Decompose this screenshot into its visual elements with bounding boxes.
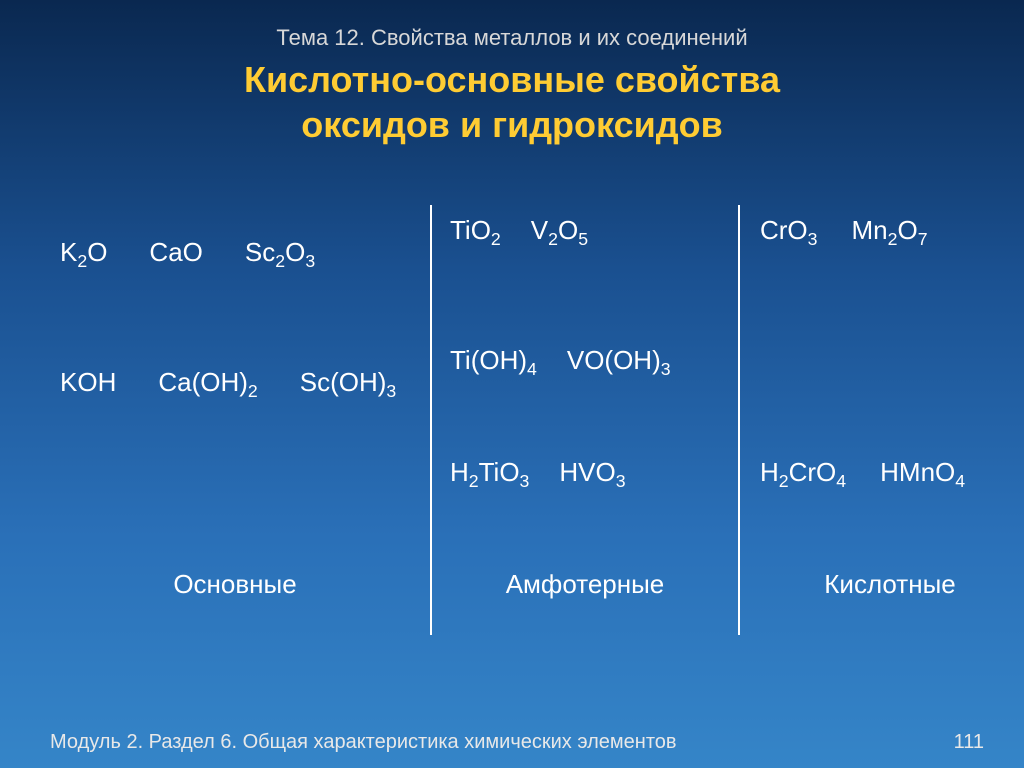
formula: HMnO4 xyxy=(880,457,965,488)
acids-row: H2CrO4 HMnO4 xyxy=(760,457,1020,488)
title-line-1: Кислотно-основные свойства xyxy=(244,59,780,100)
column-acidic: CrO3 Mn2O7 H2CrO4 HMnO4 Кислотные xyxy=(760,197,1020,667)
formula: KOH xyxy=(60,367,116,398)
slide: Тема 12. Свойства металлов и их соединен… xyxy=(0,0,1024,768)
formula: H2CrO4 xyxy=(760,457,846,488)
column-amphoteric: TiO2 V2O5 Ti(OH)4 VO(OH)3 H2TiO3 HVO3 Ам… xyxy=(450,197,720,667)
formula: VO(OH)3 xyxy=(567,345,671,376)
hydroxides-row: KOH Ca(OH)2 Sc(OH)3 xyxy=(60,367,410,398)
formula: H2TiO3 xyxy=(450,457,529,488)
category-label-acidic: Кислотные xyxy=(760,569,1020,600)
title-line-2: оксидов и гидроксидов xyxy=(301,104,722,145)
oxides-row: K2O CaO Sc2O3 xyxy=(60,237,410,268)
divider-line xyxy=(738,205,740,635)
category-label-basic: Основные xyxy=(60,569,410,600)
formula: Ti(OH)4 xyxy=(450,345,537,376)
hydroxides-row: Ti(OH)4 VO(OH)3 xyxy=(450,345,720,376)
footer: Модуль 2. Раздел 6. Общая характеристика… xyxy=(0,731,1024,754)
column-basic: K2O CaO Sc2O3 KOH Ca(OH)2 Sc(OH)3 Основн… xyxy=(60,197,410,667)
formula: CrO3 xyxy=(760,215,818,246)
oxides-row: CrO3 Mn2O7 xyxy=(760,215,1020,246)
formula: Sc(OH)3 xyxy=(300,367,397,398)
formula: Ca(OH)2 xyxy=(158,367,257,398)
oxides-row: TiO2 V2O5 xyxy=(450,215,720,246)
footer-left: Модуль 2. Раздел 6. Общая характеристика… xyxy=(50,731,677,754)
topic-line: Тема 12. Свойства металлов и их соединен… xyxy=(50,25,974,51)
formula: V2O5 xyxy=(531,215,588,246)
divider-line xyxy=(430,205,432,635)
content-area: K2O CaO Sc2O3 KOH Ca(OH)2 Sc(OH)3 Основн… xyxy=(50,197,974,667)
slide-title: Кислотно-основные свойства оксидов и гид… xyxy=(50,57,974,147)
formula: CaO xyxy=(149,237,202,268)
formula: Mn2O7 xyxy=(852,215,928,246)
formula: Sc2O3 xyxy=(245,237,315,268)
formula: TiO2 xyxy=(450,215,501,246)
acids-row: H2TiO3 HVO3 xyxy=(450,457,720,488)
formula: K2O xyxy=(60,237,107,268)
formula: HVO3 xyxy=(559,457,625,488)
page-number: 111 xyxy=(954,731,984,754)
category-label-amphoteric: Амфотерные xyxy=(450,569,720,600)
